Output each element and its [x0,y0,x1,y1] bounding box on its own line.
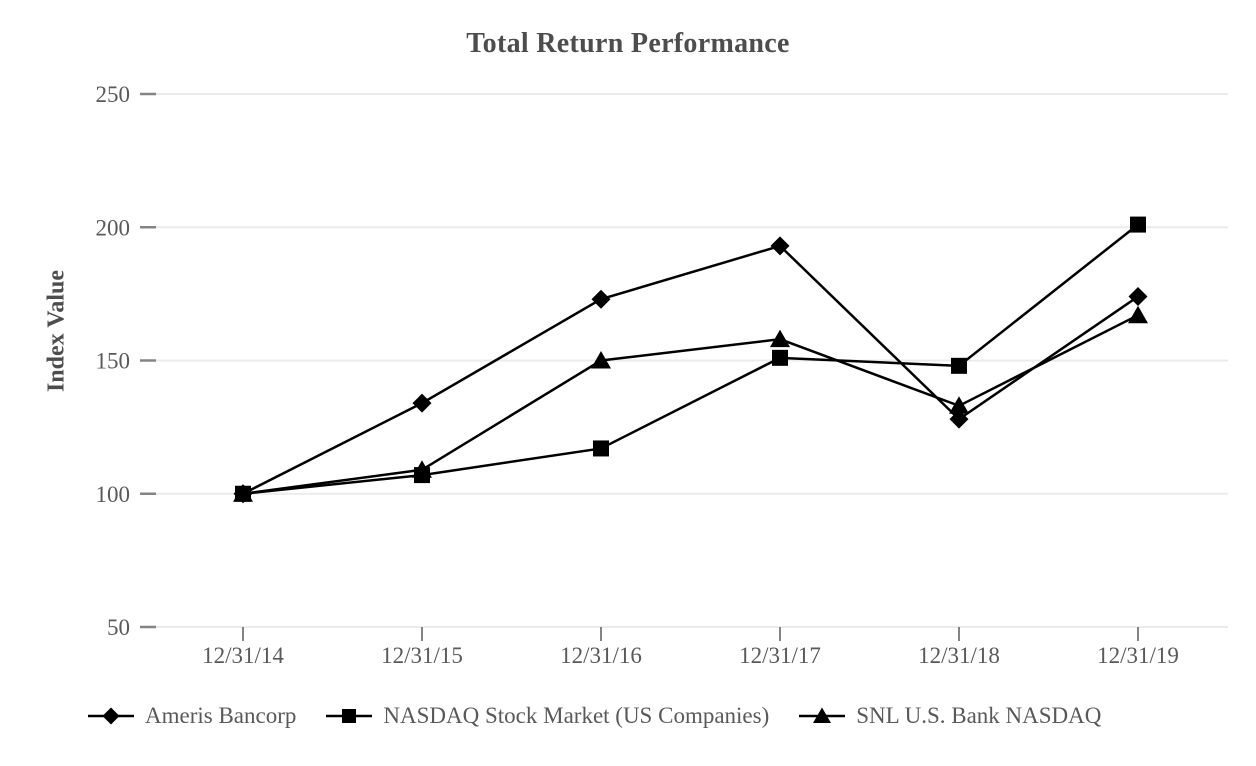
x-tick-label: 12/31/17 [739,643,821,668]
marker-diamond-ameris-bancorp [949,409,969,429]
marker-square-nasdaq-stock-market-us-companies [1130,216,1146,233]
marker-diamond-ameris-bancorp [412,393,432,413]
x-tick-label: 12/31/19 [1097,643,1179,668]
triangle-marker-icon [799,707,846,723]
marker-triangle-snl-u-s-bank-nasdaq [1128,305,1148,324]
marker-square-nasdaq-stock-market-us-companies [772,349,788,366]
marker-diamond-ameris-bancorp [591,289,611,309]
diamond-marker-icon [88,707,134,725]
legend-label: NASDAQ Stock Market (US Companies) [383,703,770,728]
x-tick-label: 12/31/14 [202,643,284,668]
legend-label: SNL U.S. Bank NASDAQ [856,703,1102,728]
square-marker-icon [326,709,373,723]
legend-square [342,709,357,723]
x-tick-label: 12/31/15 [381,643,463,668]
y-tick-label: 250 [96,82,131,107]
marker-square-nasdaq-stock-market-us-companies [951,357,967,374]
x-tick-label: 12/31/18 [918,643,1000,668]
marker-triangle-snl-u-s-bank-nasdaq [770,329,790,348]
legend-item-snl-u-s-bank-nasdaq: SNL U.S. Bank NASDAQ [797,703,1101,729]
y-tick-label: 100 [96,482,131,507]
series-line-nasdaq-stock-market-us-companies [242,223,1139,495]
marker-triangle-snl-u-s-bank-nasdaq [949,396,969,414]
y-tick-label: 200 [96,215,131,240]
legend-triangle [813,707,832,723]
legend: Ameris Bancorp NASDAQ Stock Market (US Co… [86,703,1101,729]
legend-label: Ameris Bancorp [145,703,297,728]
marker-diamond-ameris-bancorp [1128,287,1148,307]
marker-square-nasdaq-stock-market-us-companies [414,467,430,484]
y-tick-label: 50 [107,615,130,640]
marker-diamond-ameris-bancorp [770,236,790,256]
series-line-ameris-bancorp [242,244,1139,495]
y-tick-label: 150 [96,349,131,374]
marker-square-nasdaq-stock-market-us-companies [235,485,251,502]
marker-triangle-snl-u-s-bank-nasdaq [591,351,611,369]
legend-item-nasdaq-stock-market-us-companies: NASDAQ Stock Market (US Companies) [324,703,769,729]
x-tick-label: 12/31/16 [560,643,642,668]
series-line-snl-u-s-bank-nasdaq [242,314,1139,495]
chart-title: Total Return Performance [466,28,790,59]
legend-item-ameris-bancorp: Ameris Bancorp [86,703,296,729]
legend-diamond [102,707,120,725]
marker-square-nasdaq-stock-market-us-companies [593,440,609,457]
